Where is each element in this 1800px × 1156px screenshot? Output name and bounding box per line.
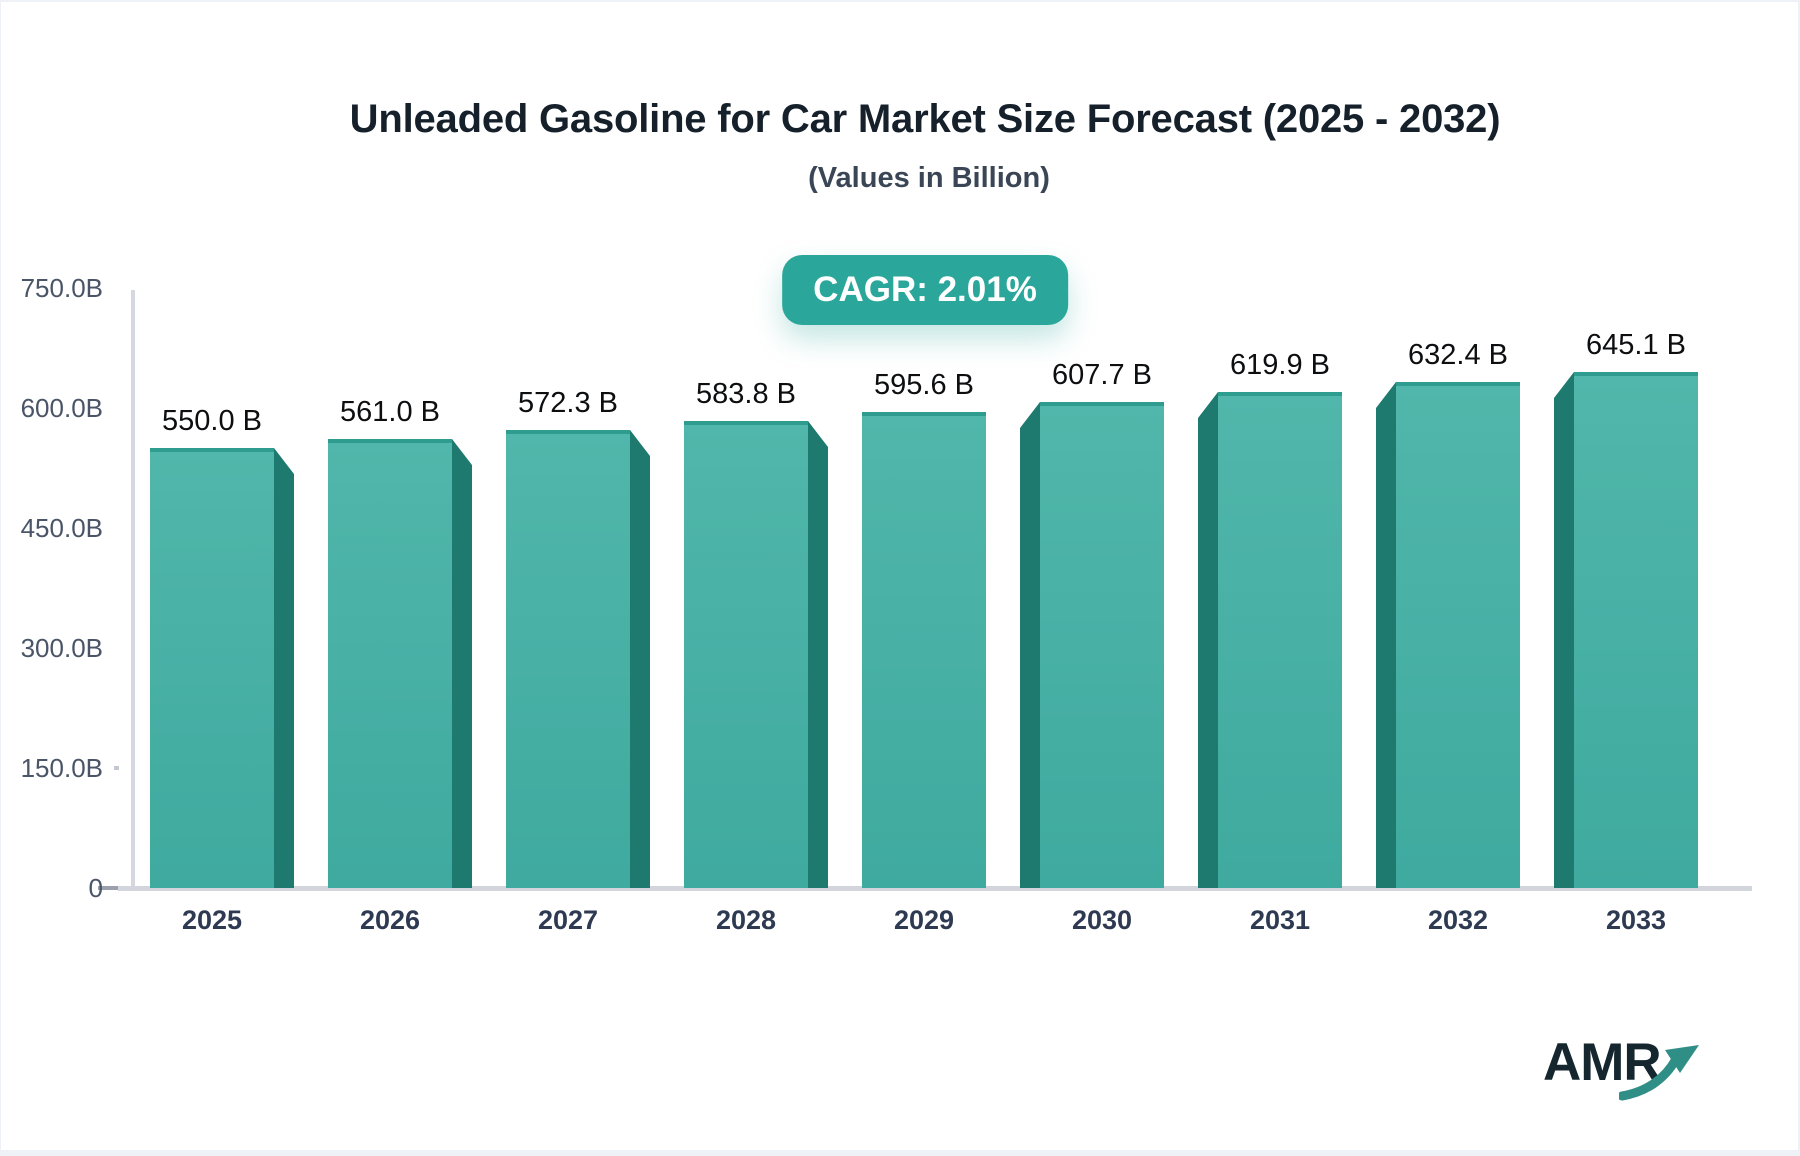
- x-axis-tick-label: 2028: [715, 905, 777, 935]
- bar: [1396, 382, 1520, 888]
- page-subtitle: (Values in Billion): [808, 162, 1050, 194]
- y-axis-tick-label: 450.0B: [20, 513, 103, 543]
- page-title: Unleaded Gasoline for Car Market Size Fo…: [349, 97, 1501, 141]
- x-axis-line: [118, 886, 1752, 891]
- bar-value-label: 632.4 B: [1408, 339, 1508, 371]
- bar-side-face: [274, 448, 294, 888]
- bar-value-label: 550.0 B: [162, 405, 262, 437]
- bar-value-label: 595.6 B: [874, 369, 974, 401]
- x-axis-tick-label: 2030: [1071, 905, 1133, 935]
- y-axis-tick-label: 150.0B: [20, 753, 103, 783]
- growth-arrow-icon: [1619, 1045, 1699, 1101]
- x-axis-tick-label: 2031: [1249, 905, 1311, 935]
- y-axis-tick-label: 0: [88, 873, 103, 903]
- bar: [684, 421, 808, 888]
- y-axis-tick-label: 300.0B: [20, 633, 103, 663]
- x-axis-tick-label: 2033: [1605, 905, 1667, 935]
- x-axis-tick-label: 2029: [893, 905, 955, 935]
- bar: [1040, 402, 1164, 888]
- bar-side-face: [1554, 372, 1574, 888]
- x-axis-tick-label: 2026: [359, 905, 421, 935]
- logo-text: AMR: [1543, 1033, 1662, 1092]
- y-axis-zero-tick: [98, 886, 118, 890]
- bar-side-face: [1198, 392, 1218, 888]
- y-axis-tick-label: 750.0B: [20, 273, 103, 303]
- bar-value-label: 607.7 B: [1052, 359, 1152, 391]
- x-axis-tick-label: 2025: [181, 905, 243, 935]
- x-axis-tick-label: 2032: [1427, 905, 1489, 935]
- bar: [1218, 392, 1342, 888]
- amr-logo: AMR: [1543, 1032, 1733, 1114]
- bar-side-face: [808, 421, 828, 888]
- bar: [150, 448, 274, 888]
- bar: [328, 439, 452, 888]
- bar-value-label: 572.3 B: [518, 387, 618, 419]
- bar-value-label: 561.0 B: [340, 396, 440, 428]
- bar-side-face: [1020, 402, 1040, 888]
- y-axis-line: [131, 290, 135, 888]
- bar-value-label: 619.9 B: [1230, 349, 1330, 381]
- bar-side-face: [452, 439, 472, 888]
- bar-side-face: [1376, 382, 1396, 888]
- bar-side-face: [630, 430, 650, 888]
- y-axis-tick-label: 600.0B: [20, 393, 103, 423]
- x-axis-tick-label: 2027: [537, 905, 599, 935]
- bar-value-label: 645.1 B: [1586, 329, 1686, 361]
- bar: [1574, 372, 1698, 888]
- bar-value-label: 583.8 B: [696, 378, 796, 410]
- bar: [862, 412, 986, 888]
- cagr-badge: CAGR: 2.01%: [782, 255, 1068, 325]
- bar: [506, 430, 630, 888]
- y-axis-minor-tick: [114, 766, 119, 770]
